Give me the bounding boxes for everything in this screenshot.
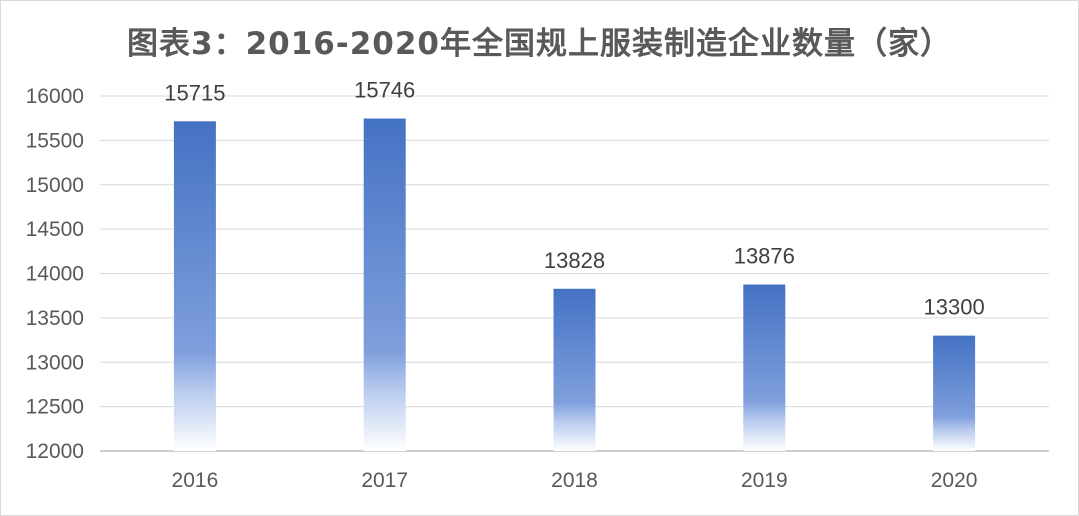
data-labels: 15715 15746 13828 13876 13300 bbox=[164, 78, 984, 320]
bar bbox=[173, 121, 216, 451]
y-tick-label: 15000 bbox=[26, 174, 84, 197]
data-label: 13828 bbox=[544, 248, 605, 273]
x-tick-label: 2018 bbox=[551, 469, 598, 492]
x-tick-label: 2020 bbox=[931, 469, 978, 492]
data-label: 15715 bbox=[164, 80, 225, 105]
data-label: 15746 bbox=[354, 78, 415, 103]
y-tick-label: 13500 bbox=[26, 307, 84, 330]
y-tick-label: 12500 bbox=[26, 396, 84, 419]
y-tick-label: 13000 bbox=[26, 351, 84, 374]
bar bbox=[553, 288, 596, 451]
data-label: 13300 bbox=[924, 295, 985, 320]
bar bbox=[933, 335, 976, 451]
y-axis: 12000 12500 13000 13500 14000 14500 15000 15500… bbox=[26, 85, 84, 463]
chart-title: 图表3：2016-2020年全国规上服装制造企业数量（家） bbox=[127, 26, 952, 62]
bar bbox=[743, 284, 786, 451]
bars bbox=[173, 118, 976, 451]
y-tick-label: 15500 bbox=[26, 129, 84, 152]
y-tick-label: 16000 bbox=[26, 85, 84, 108]
x-tick-label: 2017 bbox=[361, 469, 408, 492]
data-label: 13876 bbox=[734, 244, 795, 269]
x-tick-label: 2016 bbox=[172, 469, 219, 492]
y-tick-label: 14000 bbox=[26, 263, 84, 286]
x-tick-label: 2019 bbox=[741, 469, 788, 492]
y-tick-label: 12000 bbox=[26, 440, 84, 463]
x-axis: 2016 2017 2018 2019 2020 bbox=[172, 469, 978, 492]
bar bbox=[363, 118, 406, 451]
y-tick-label: 14500 bbox=[26, 218, 84, 241]
